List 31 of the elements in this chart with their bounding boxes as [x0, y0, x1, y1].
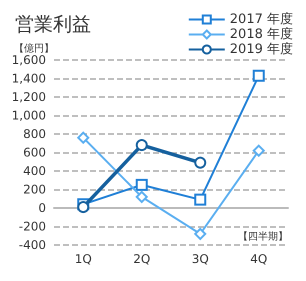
y-tick-label: -200	[18, 220, 46, 234]
x-tick-label: 1Q	[74, 252, 92, 266]
point	[136, 190, 148, 203]
point	[77, 132, 90, 144]
y-tick-label: 1,200	[12, 90, 46, 104]
y-tick-label: 1,000	[12, 108, 46, 122]
y-tick-label: 1,400	[12, 72, 46, 86]
point	[252, 144, 265, 157]
y-tick-label: -400	[18, 238, 46, 252]
point	[194, 228, 206, 240]
point	[77, 201, 90, 214]
x-axis-title: 【四半期】	[238, 230, 288, 242]
y-axis-title: 【億円】	[14, 42, 54, 54]
legend-label: 2017 年度	[230, 11, 293, 27]
point	[136, 139, 148, 152]
y-tick-label: 0	[38, 201, 46, 215]
y-tick-label: 400	[23, 164, 46, 178]
point	[194, 194, 206, 206]
y-tick-label: 600	[23, 146, 46, 160]
point	[252, 70, 265, 82]
x-tick-label: 4Q	[250, 252, 268, 266]
point	[136, 178, 148, 191]
legend-label: 2019 年度	[230, 41, 293, 57]
x-tick-label: 3Q	[192, 252, 209, 266]
y-tick-label: 800	[23, 127, 46, 141]
point	[194, 156, 206, 169]
legend-label: 2018 年度	[230, 26, 293, 42]
y-tick-label: 1,600	[12, 53, 46, 67]
x-tick-label: 2Q	[133, 252, 150, 266]
chart-title: 営業利益	[15, 14, 91, 36]
y-tick-label: 200	[23, 182, 46, 196]
